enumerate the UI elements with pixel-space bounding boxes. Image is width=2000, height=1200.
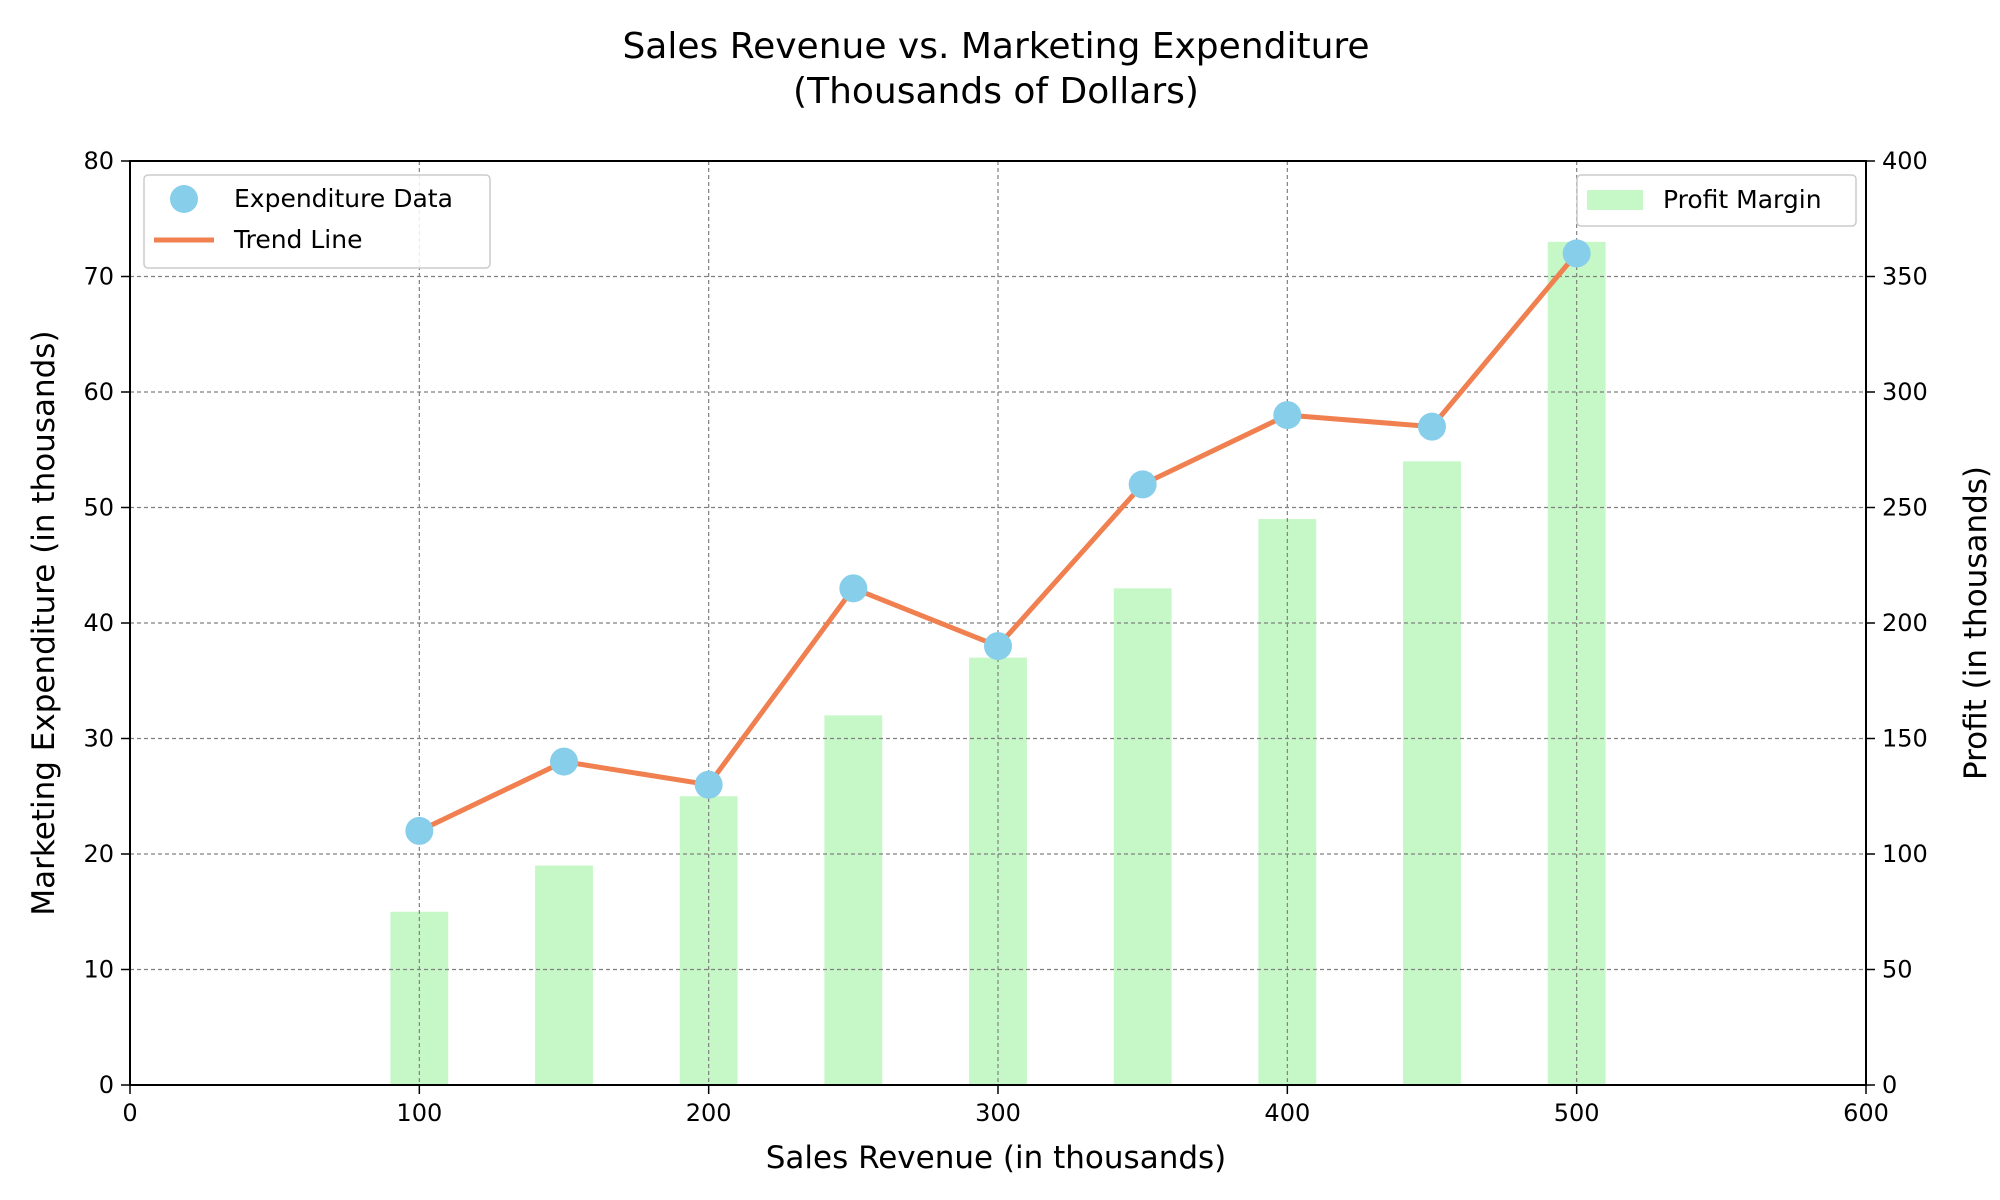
expenditure-point: [839, 574, 868, 603]
y-tick-label: 0: [99, 1071, 114, 1099]
y-tick-label: 30: [83, 725, 114, 753]
x-tick-label: 400: [1264, 1099, 1310, 1127]
y2-axis-label: Profit (in thousands): [1958, 466, 1994, 780]
y2-tick-label: 400: [1882, 147, 1928, 175]
y-tick-label: 10: [83, 956, 114, 984]
y2-tick-label: 300: [1882, 378, 1928, 406]
legend-expenditure-marker: [170, 185, 198, 213]
y2-tick-label: 0: [1882, 1071, 1897, 1099]
profit-bar: [1547, 241, 1606, 1086]
y-tick-label: 80: [83, 147, 114, 175]
expenditure-point: [1418, 412, 1446, 441]
expenditure-point: [984, 632, 1012, 661]
legend-expenditure-label: Expenditure Data: [234, 184, 453, 213]
y2-tick-label: 250: [1882, 494, 1928, 522]
chart-title-line-1: Sales Revenue vs. Marketing Expenditure: [622, 26, 1369, 67]
y2-tick-label: 350: [1882, 263, 1928, 291]
legend-profit-label: Profit Margin: [1663, 185, 1822, 214]
x-axis-label: Sales Revenue (in thousands): [766, 1140, 1227, 1176]
y2-tick-label: 150: [1882, 725, 1928, 753]
expenditure-point: [1128, 470, 1157, 499]
x-tick-label: 100: [396, 1099, 442, 1127]
y2-tick-label: 100: [1882, 840, 1928, 868]
expenditure-point: [405, 816, 434, 845]
y-axis-label: Marketing Expenditure (in thousands): [26, 330, 62, 915]
y-tick-label: 60: [83, 378, 114, 406]
expenditure-point: [694, 770, 723, 799]
chart-title-line-2: (Thousands of Dollars): [793, 71, 1199, 112]
x-tick-label: 600: [1843, 1099, 1889, 1127]
expenditure-point: [550, 747, 578, 776]
x-tick-label: 500: [1554, 1099, 1600, 1127]
y2-tick-label: 200: [1882, 609, 1928, 637]
y-tick-label: 50: [83, 494, 114, 522]
profit-bar: [1403, 461, 1461, 1085]
legend-profit-marker: [1587, 190, 1643, 210]
profit-bar: [824, 715, 883, 1085]
y-tick-label: 40: [83, 609, 114, 637]
expenditure-point: [1273, 401, 1302, 430]
plot-area: 0 100 200 300 400 500 600010203040506070800501…: [83, 147, 1927, 1127]
y-tick-label: 20: [83, 840, 114, 868]
profit-bar: [535, 865, 593, 1085]
x-tick-label: 200: [686, 1099, 732, 1127]
expenditure-point: [1562, 239, 1591, 268]
x-tick-label: 300: [975, 1099, 1021, 1127]
y2-tick-label: 50: [1882, 956, 1913, 984]
x-tick-label: 0: [122, 1099, 137, 1127]
profit-bar: [1113, 588, 1172, 1085]
y-tick-label: 70: [83, 263, 114, 291]
legend-trend-label: Trend Line: [233, 225, 362, 254]
legend-right-box: [1576, 174, 1857, 227]
legend-left-box: [143, 174, 491, 269]
